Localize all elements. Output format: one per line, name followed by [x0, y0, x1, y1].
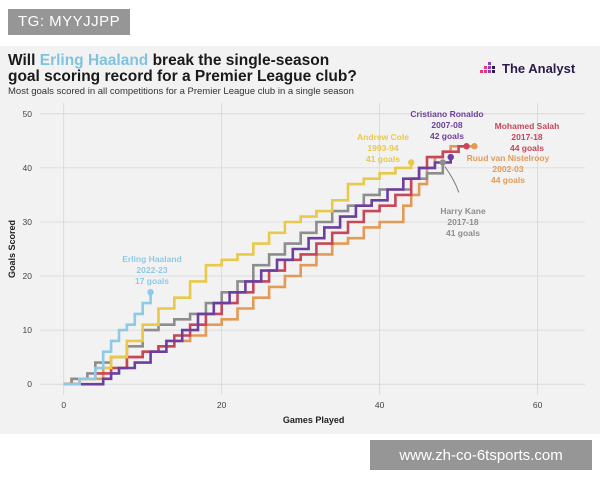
annotation-haaland-2: 17 goals	[135, 276, 169, 286]
y-tick-40: 40	[23, 163, 33, 173]
y-tick-20: 20	[23, 271, 33, 281]
annotation-nistelrooy-2: 44 goals	[491, 175, 525, 185]
end-dot-nistelrooy	[471, 143, 478, 150]
annotation-kane-0: Harry Kane	[440, 206, 486, 216]
annotation-cole-1: 1993-94	[367, 143, 398, 153]
annotation-ronaldo-2: 42 goals	[430, 131, 464, 141]
chart-subtitle: Most goals scored in all competitions fo…	[8, 86, 354, 97]
annotation-cole-2: 41 goals	[366, 154, 400, 164]
annotation-kane-2: 41 goals	[446, 228, 480, 238]
annotation-kane-1: 2017-18	[447, 217, 478, 227]
y-tick-30: 30	[23, 217, 33, 227]
series-line-haaland	[63, 292, 152, 386]
end-dot-haaland	[147, 289, 154, 296]
x-axis-label: Games Played	[283, 415, 345, 425]
end-dot-kane	[439, 159, 447, 166]
y-axis-label: Goals Scored	[7, 220, 17, 278]
chart-ticks: 0 10 20 30 40 50 0 20 40 60	[23, 109, 543, 410]
watermark-bottom: www.zh-co-6tsports.com	[370, 440, 592, 470]
x-tick-40: 40	[375, 400, 385, 410]
annotation-cole-0: Andrew Cole	[357, 132, 409, 142]
brand: The Analyst	[480, 60, 575, 76]
annotation-ronaldo-1: 2007-08	[431, 120, 462, 130]
annotation-salah-2: 44 goals	[510, 143, 544, 153]
series-line-cole	[63, 162, 413, 386]
x-tick-20: 20	[217, 400, 227, 410]
chart-grid	[40, 103, 585, 395]
x-tick-60: 60	[533, 400, 543, 410]
chart-end-dots	[147, 143, 478, 296]
chart-title: Will Erling Haaland break the single-sea…	[8, 53, 428, 85]
title-line2: goal scoring record for a Premier League…	[8, 68, 357, 85]
series-line-kane	[63, 162, 445, 386]
annotation-salah-1: 2017-18	[511, 132, 542, 142]
annotation-nistelrooy-1: 2002-03	[492, 164, 523, 174]
annotation-salah-0: Mohamed Salah	[495, 121, 560, 131]
annotation-ronaldo-0: Cristiano Ronaldo	[410, 109, 483, 119]
series-line-ronaldo	[63, 157, 452, 386]
end-dot-cole	[408, 159, 415, 166]
y-tick-10: 10	[23, 325, 33, 335]
title-post: break the single-season	[148, 52, 330, 69]
leader-kane	[444, 166, 460, 193]
watermark-top: TG: MYYJJPP	[8, 9, 131, 35]
annotation-nistelrooy-0: Ruud van Nistelrooy	[467, 153, 550, 163]
end-dot-ronaldo	[447, 153, 454, 161]
analyst-logo-icon	[480, 62, 495, 73]
x-tick-0: 0	[61, 400, 66, 410]
title-pre: Will	[8, 52, 40, 69]
annotation-haaland-0: Erling Haaland	[122, 254, 182, 264]
brand-name: The Analyst	[502, 60, 576, 76]
end-dot-salah	[463, 143, 470, 150]
title-highlight: Erling Haaland	[39, 52, 149, 69]
annotation-haaland-1: 2022-23	[136, 265, 167, 275]
chart-series	[63, 145, 475, 386]
y-tick-50: 50	[23, 109, 33, 119]
y-tick-0: 0	[27, 379, 32, 389]
